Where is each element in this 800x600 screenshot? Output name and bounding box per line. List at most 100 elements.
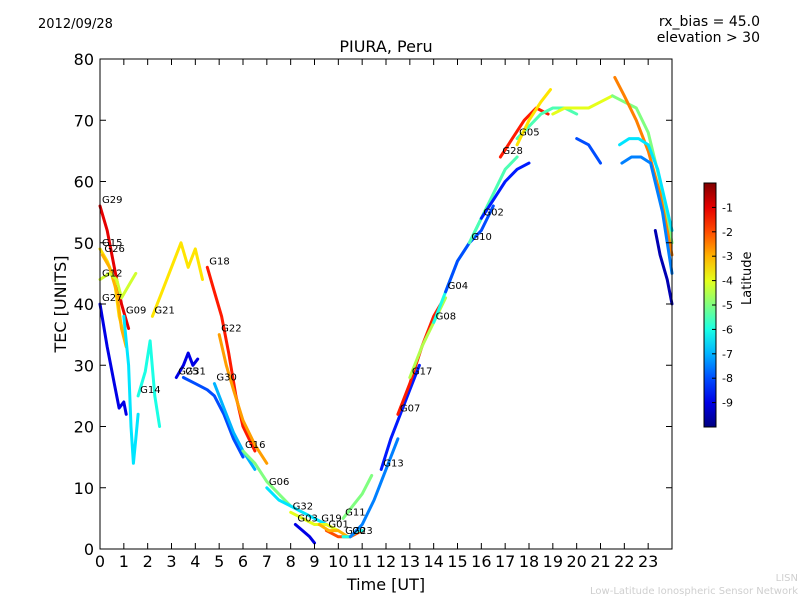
series-label-g30: G30: [216, 373, 236, 384]
colorbar-tick-label: -4: [722, 275, 733, 288]
x-tick-label: 5: [214, 552, 224, 571]
series-g13: [379, 363, 421, 471]
bias-info: rx_bias = 45.0 elevation > 30: [657, 14, 760, 46]
series-g23: [348, 437, 400, 539]
series-label-g09: G09: [126, 305, 146, 316]
x-tick-label: 23: [638, 552, 658, 571]
series-g16: [241, 449, 293, 508]
series-label-g26: G26: [104, 244, 124, 255]
y-tick-label: 70: [74, 111, 94, 130]
plot-frame: [99, 58, 673, 550]
series-g14: [136, 339, 162, 428]
colorbar-tick-label: -1: [722, 201, 733, 214]
chart-title: PIURA, Peru: [339, 37, 432, 56]
series-label-g25: G25: [178, 367, 198, 378]
series-g29: [98, 204, 131, 330]
y-tick-label: 80: [74, 50, 94, 69]
x-axis-label: Time [UT]: [346, 575, 425, 594]
x-tick-label: 7: [262, 552, 272, 571]
elevation-text: elevation > 30: [656, 30, 760, 46]
series-label-g05: G05: [519, 128, 539, 139]
series-label-g11: G11: [345, 507, 365, 518]
series-label-g10: G10: [471, 232, 491, 243]
date-label: 2012/09/28: [38, 17, 113, 32]
series-track-36: [618, 137, 674, 232]
series-label-g02: G02: [483, 207, 503, 218]
series-label-g01: G01: [328, 520, 348, 531]
series-label-g29: G29: [102, 195, 122, 206]
y-tick-label: 50: [74, 234, 94, 253]
series-g22: [217, 333, 269, 465]
series-g28: [498, 106, 550, 159]
x-tick-label: 10: [328, 552, 348, 571]
x-tick-label: 19: [543, 552, 563, 571]
x-tick-label: 20: [566, 552, 586, 571]
series-label-g20: G20: [345, 526, 365, 537]
series-track-38: [653, 229, 674, 306]
x-tick-label: 2: [143, 552, 153, 571]
series-g10: [467, 155, 519, 245]
x-tick-label: 17: [495, 552, 515, 571]
x-tick-label: 11: [352, 552, 372, 571]
x-tick-label: 21: [590, 552, 610, 571]
series-label-g16: G16: [245, 440, 265, 451]
x-tick-label: 4: [190, 552, 200, 571]
colorbar-tick-label: -9: [722, 397, 733, 410]
axis-ticks: 0 1 2 3 4 5 6 7 8 9 10 11 12 13 14 15 16 17 18 19 20 21 22 2301…: [74, 50, 672, 571]
series-g12: [98, 271, 138, 300]
series-track-34: [613, 75, 674, 257]
footer-line-1: LISN: [775, 573, 798, 584]
series-g03: [293, 523, 316, 545]
x-tick-label: 22: [614, 552, 634, 571]
latitude-colorbar: -1 -2 -3 -4 -5 -6 -7 -8 -9: [703, 182, 733, 428]
series-label-g17: G17: [412, 367, 432, 378]
series-label-g07: G07: [400, 403, 420, 414]
series-g02: [479, 161, 531, 220]
series-label-g27: G27: [102, 293, 122, 304]
x-tick-label: 0: [95, 552, 105, 571]
colorbar-tick-label: -2: [722, 226, 733, 239]
series-label-g14: G14: [140, 385, 160, 396]
colorbar-label: Latitude: [740, 251, 755, 305]
series-label-g03: G03: [297, 514, 317, 525]
y-tick-label: 10: [74, 479, 94, 498]
series-g04: [444, 204, 495, 294]
x-tick-label: 16: [471, 552, 491, 571]
series-g06: [265, 486, 328, 526]
colorbar-tick-label: -7: [722, 348, 733, 361]
y-tick-label: 20: [74, 418, 94, 437]
series-g09: [122, 314, 140, 465]
y-tick-label: 60: [74, 173, 94, 192]
x-tick-label: 18: [519, 552, 539, 571]
series-track-32: [551, 94, 614, 116]
footer-credit: LISN Low-Latitude Ionospheric Sensor Net…: [590, 572, 798, 598]
y-tick-label: 40: [74, 295, 94, 314]
series-g19: [317, 523, 350, 539]
series-g26: [100, 253, 128, 349]
series-label-g04: G04: [448, 281, 468, 292]
x-tick-label: 6: [238, 552, 248, 571]
footer-line-2: Low-Latitude Ionospheric Sensor Network: [590, 586, 798, 597]
series-g21: [150, 241, 204, 318]
series-label-g08: G08: [436, 311, 456, 322]
series-g25: [174, 351, 200, 379]
x-tick-label: 8: [286, 552, 296, 571]
series-g18: [205, 265, 257, 453]
series-g27: [98, 302, 128, 416]
series-label-g22: G22: [221, 324, 241, 335]
series-track-37: [620, 155, 674, 275]
series-label-g21: G21: [154, 305, 174, 316]
x-tick-label: 14: [423, 552, 443, 571]
series-label-g28: G28: [502, 146, 522, 157]
x-tick-label: 13: [400, 552, 420, 571]
series-label-g15: G15: [102, 238, 122, 249]
chart-marks: [98, 75, 674, 545]
series-label-g13: G13: [383, 458, 403, 469]
series-label-g18: G18: [209, 256, 229, 267]
series-label-g19: G19: [321, 514, 341, 525]
x-tick-label: 12: [376, 552, 396, 571]
series-track-35: [575, 137, 602, 165]
series-g32: [289, 510, 340, 533]
